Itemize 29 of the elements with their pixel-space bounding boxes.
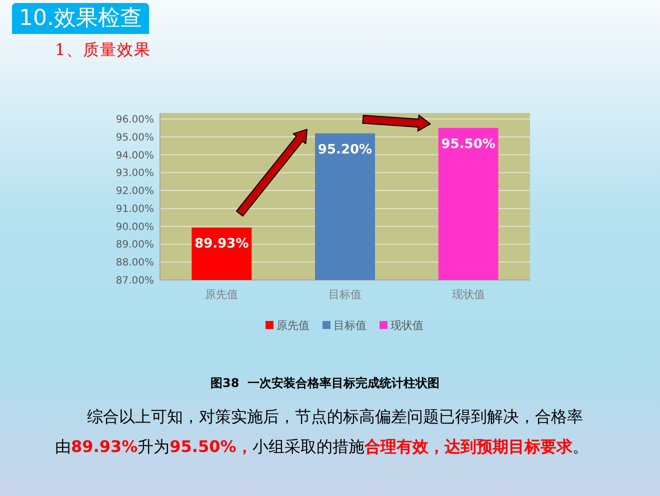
bar: 95.20% xyxy=(315,133,375,280)
bar: 89.93% xyxy=(192,228,252,280)
legend-label: 目标值 xyxy=(334,319,366,332)
y-tick-label: 96.00% xyxy=(116,114,154,126)
x-tick-label: 目标值 xyxy=(328,288,362,301)
text: 10.效果检查 xyxy=(12,3,149,34)
legend-item: 现状值 xyxy=(380,319,424,332)
data-label: 95.50% xyxy=(441,136,496,152)
text: 1、质量效果 xyxy=(55,40,152,61)
legend-label: 原先值 xyxy=(276,319,310,332)
y-tick-label: 91.00% xyxy=(116,204,154,215)
x-tick-label: 现状值 xyxy=(452,288,485,301)
y-tick-label: 95.00% xyxy=(116,132,154,144)
y-tick-label: 90.00% xyxy=(116,222,154,233)
data-label: 89.93% xyxy=(194,236,249,252)
x-tick-label: 原先值 xyxy=(205,288,238,301)
text: 综合以上可知，对策实施后，节点的标高偏差问题已得到解决，合格率由89.93%升为95.50%，小组采取的措施合理有效，达到预期目标要求。 xyxy=(55,407,588,456)
bar: 95.50% xyxy=(438,128,498,280)
data-label: 95.20% xyxy=(318,142,372,158)
y-tick-label: 94.00% xyxy=(116,150,154,162)
y-tick-label: 92.00% xyxy=(116,186,154,198)
y-tick-label: 88.00% xyxy=(116,258,154,269)
y-tick-label: 93.00% xyxy=(116,168,154,180)
y-tick-label: 89.00% xyxy=(116,240,154,251)
text: 图38 一次安装合格率目标完成统计柱状图 xyxy=(210,376,440,390)
legend-label: 现状值 xyxy=(390,319,424,332)
legend-item: 原先值 xyxy=(266,319,310,332)
legend-item: 目标值 xyxy=(322,319,366,332)
y-tick-label: 87.00% xyxy=(116,276,154,286)
